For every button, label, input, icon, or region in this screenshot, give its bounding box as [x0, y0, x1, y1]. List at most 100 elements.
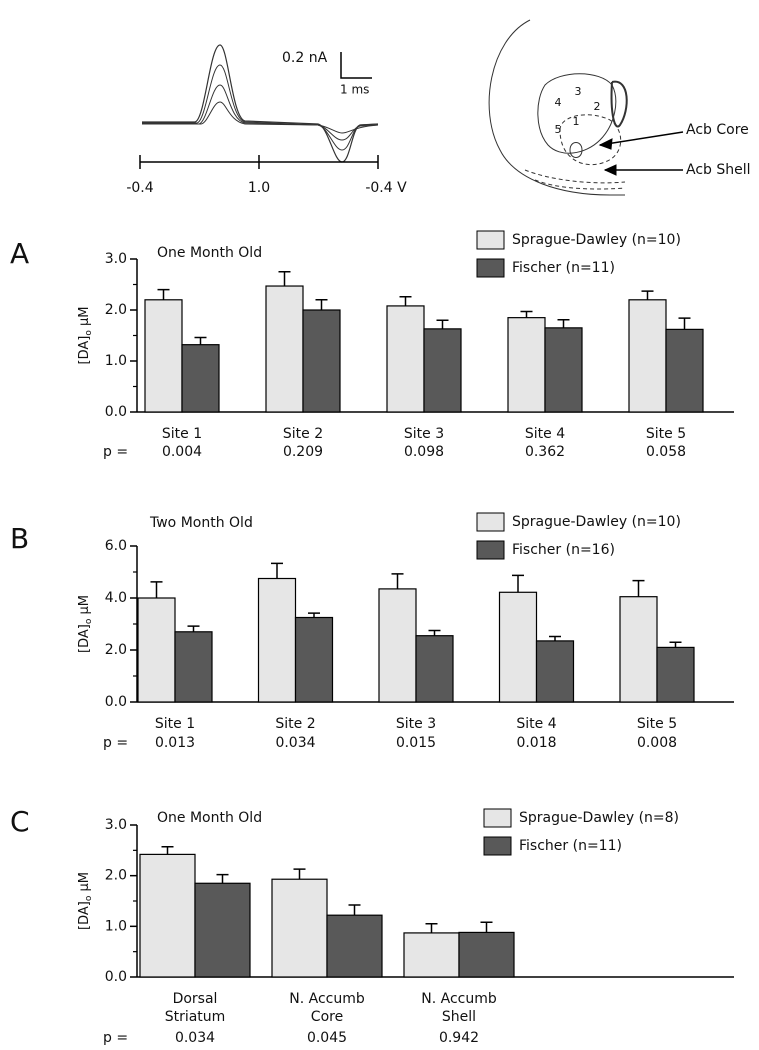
panel-label: C — [10, 805, 30, 838]
region-name: Acb Shell — [686, 162, 751, 178]
bar — [139, 853, 196, 978]
legend-label: Sprague-Dawley (n=10) — [512, 514, 681, 530]
region-label: 2 — [594, 100, 601, 113]
legend-label: Fischer (n=11) — [512, 260, 615, 276]
y-axis-label-part: [DA] — [77, 901, 92, 930]
x-tick-label: Shell — [442, 1009, 476, 1025]
time-scale: 1 ms — [340, 83, 369, 97]
p-value: 0.058 — [646, 444, 686, 460]
p-label: p = — [103, 444, 128, 460]
x-tick-label: Site 2 — [283, 426, 323, 442]
x-tick-label: N. Accumb — [289, 991, 365, 1007]
error-bar — [557, 318, 570, 328]
error-bar — [425, 923, 438, 933]
bar — [378, 588, 417, 703]
potential-label: -0.4 — [126, 180, 153, 196]
p-value: 0.034 — [175, 1030, 215, 1046]
region-label: 4 — [555, 96, 562, 109]
p-value: 0.045 — [307, 1030, 347, 1046]
y-tick-label: 2.0 — [105, 868, 127, 884]
x-tick-label: Site 5 — [637, 716, 677, 732]
legend-swatch — [476, 512, 505, 532]
error-bar — [293, 868, 306, 880]
y-tick-label: 1.0 — [105, 918, 127, 934]
error-bar — [669, 641, 682, 648]
error-bar — [399, 295, 412, 306]
x-tick-label: Striatum — [165, 1009, 226, 1025]
legend-swatch — [476, 258, 505, 278]
bar — [181, 344, 220, 413]
y-tick-label: 1.0 — [105, 353, 127, 369]
p-value: 0.008 — [637, 735, 677, 751]
x-tick-label: Dorsal — [173, 991, 218, 1007]
y-tick-label: 0.0 — [105, 969, 127, 985]
error-bar — [512, 574, 524, 593]
x-tick-label: Core — [311, 1009, 343, 1025]
bar — [302, 309, 341, 413]
voltammogram — [139, 44, 379, 169]
legend-swatch — [476, 230, 505, 250]
error-bar — [161, 846, 174, 855]
panel-label: A — [10, 237, 29, 270]
y-axis-label-part: [DA] — [77, 624, 92, 653]
y-axis-label-part: o — [84, 618, 94, 624]
legend-swatch — [476, 540, 505, 560]
y-tick-label: 6.0 — [105, 538, 127, 554]
x-tick-label: N. Accumb — [421, 991, 497, 1007]
p-value: 0.018 — [516, 735, 556, 751]
brain-diagram — [488, 19, 684, 196]
p-value: 0.098 — [404, 444, 444, 460]
x-tick-label: Site 1 — [162, 426, 202, 442]
p-value: 0.013 — [155, 735, 195, 751]
bar — [507, 317, 546, 413]
legend-label: Sprague-Dawley (n=8) — [519, 810, 679, 826]
bar — [271, 878, 328, 978]
p-value: 0.015 — [396, 735, 436, 751]
legend-label: Fischer (n=11) — [519, 838, 622, 854]
x-tick-label: Site 2 — [275, 716, 315, 732]
bar — [137, 597, 176, 703]
y-axis-label-part: o — [84, 895, 94, 901]
x-tick-label: Site 4 — [516, 716, 556, 732]
panel-label: B — [10, 522, 29, 555]
potential-label: -0.4 V — [365, 180, 407, 196]
error-bar — [216, 873, 229, 884]
bar — [544, 327, 583, 413]
error-bar — [271, 562, 283, 579]
x-tick-label: Site 3 — [404, 426, 444, 442]
bar — [257, 577, 297, 703]
bar — [619, 596, 658, 703]
y-axis-label: [DA]o µM — [77, 872, 94, 930]
y-tick-label: 4.0 — [105, 590, 127, 606]
potential-label: 1.0 — [248, 180, 270, 196]
region-label: 3 — [575, 85, 582, 98]
region-label: 5 — [555, 123, 562, 136]
bar — [326, 914, 383, 978]
x-tick-label: Site 4 — [525, 426, 565, 442]
y-axis-label-part: [DA] — [77, 336, 92, 365]
bar — [144, 299, 183, 413]
p-label: p = — [103, 1030, 128, 1046]
bar — [174, 631, 213, 703]
bar — [403, 932, 460, 978]
chart-title: One Month Old — [157, 245, 262, 261]
p-value: 0.004 — [162, 444, 202, 460]
chart-title: Two Month Old — [149, 515, 253, 531]
error-bar — [315, 299, 328, 310]
error-bar — [150, 581, 163, 598]
bar — [535, 640, 575, 703]
y-axis-label: [DA]o µM — [77, 595, 94, 653]
x-tick-label: Site 1 — [155, 716, 195, 732]
error-bar — [641, 290, 654, 300]
error-bar — [348, 904, 361, 916]
error-bar — [436, 319, 449, 329]
region-name: Acb Core — [686, 122, 749, 138]
bar — [386, 305, 425, 413]
error-bar — [187, 625, 200, 632]
current-scale: 0.2 nA — [282, 50, 328, 66]
error-bar — [678, 317, 691, 330]
p-label: p = — [103, 735, 128, 751]
p-value: 0.209 — [283, 444, 323, 460]
error-bar — [480, 921, 493, 933]
